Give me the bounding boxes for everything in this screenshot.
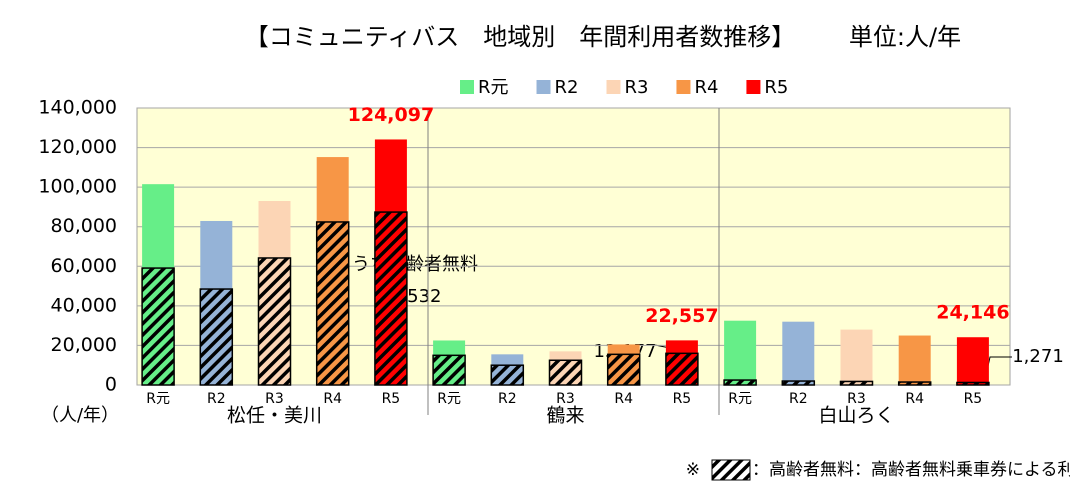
x-tick-label: R元 — [728, 391, 752, 407]
y-axis-label: （人/年） — [41, 405, 119, 426]
annotation: 1,271 — [1012, 346, 1064, 367]
chart-title: 【コミュニティバス 地域別 年間利用者数推移】 — [245, 23, 796, 51]
x-tick-label: R4 — [614, 391, 633, 407]
x-tick-label: R2 — [789, 391, 808, 407]
legend-label: R元 — [478, 77, 509, 98]
elderly-free-bar — [839, 380, 874, 386]
elderly-free-bar — [956, 381, 990, 386]
x-tick-label: R2 — [498, 391, 517, 407]
elderly-free-bar — [315, 221, 350, 386]
footnote-prefix: ※ — [686, 460, 700, 480]
y-tick-label: 40,000 — [51, 294, 117, 316]
x-tick-label: R5 — [382, 391, 401, 407]
x-tick-label: R元 — [437, 391, 461, 407]
x-tick-label: R4 — [323, 391, 342, 407]
data-label: 124,097 — [348, 104, 435, 126]
x-tick-label: R元 — [146, 391, 170, 407]
y-tick-label: 20,000 — [51, 334, 117, 356]
legend-swatch — [536, 80, 551, 94]
bar — [724, 320, 757, 385]
x-tick-label: R3 — [556, 391, 575, 407]
annotation: うち高齢者無料 — [352, 254, 478, 275]
x-tick-label: R3 — [847, 391, 866, 407]
elderly-free-bar — [548, 359, 583, 386]
legend-swatch — [746, 80, 761, 94]
elderly-free-bar — [257, 257, 292, 386]
bar — [956, 337, 989, 385]
legend-swatch — [676, 80, 691, 94]
y-tick-label: 140,000 — [38, 97, 117, 119]
bar — [898, 335, 931, 385]
y-tick-label: 100,000 — [38, 176, 117, 198]
y-tick-label: 120,000 — [38, 136, 117, 158]
elderly-free-bar — [199, 288, 234, 386]
elderly-free-bar — [723, 379, 757, 386]
x-tick-label: R4 — [905, 391, 924, 407]
footnote: ：高齢者無料：高齢者無料乗車券による利用（内数） — [752, 460, 1070, 480]
legend-label: R4 — [694, 77, 718, 98]
y-tick-label: 0 — [105, 374, 117, 396]
elderly-free-bar — [665, 352, 699, 386]
elderly-free-bar — [432, 354, 466, 386]
legend-label: R2 — [555, 77, 579, 98]
footnote-swatch — [711, 459, 751, 481]
x-tick-label: R5 — [673, 391, 692, 407]
elderly-free-bar — [490, 364, 525, 386]
bar — [782, 321, 815, 385]
x-tick-label: R5 — [964, 391, 983, 407]
elderly-free-bar — [141, 267, 175, 386]
legend-swatch — [606, 80, 621, 94]
elderly-free-bar — [606, 353, 641, 386]
elderly-free-bar — [781, 380, 816, 386]
bar — [840, 329, 873, 385]
y-tick-label: 80,000 — [51, 215, 117, 237]
data-label: 24,146 — [936, 302, 1009, 324]
group-label: 松任・美川 — [227, 405, 322, 427]
x-tick-label: R2 — [207, 391, 226, 407]
group-label: 鶴来 — [546, 405, 584, 427]
data-label: 22,557 — [645, 305, 718, 327]
y-tick-label: 60,000 — [51, 255, 117, 277]
legend-swatch — [460, 80, 474, 94]
elderly-free-bar — [897, 381, 932, 386]
legend-label: R3 — [624, 77, 648, 98]
x-tick-label: R3 — [265, 391, 284, 407]
legend-label: R5 — [764, 77, 788, 98]
unit-label: 単位:人/年 — [849, 23, 961, 51]
elderly-free-bar — [374, 211, 408, 386]
group-label: 白山ろく — [818, 405, 894, 427]
